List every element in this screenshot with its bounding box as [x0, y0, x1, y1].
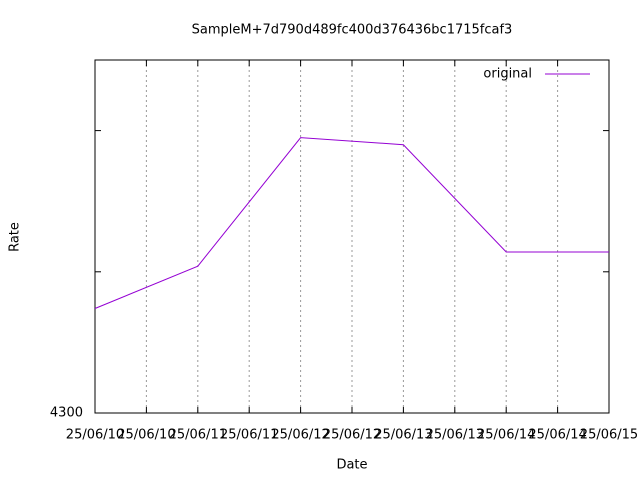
x-tick-label: 25/06/14 [528, 428, 586, 443]
x-tick-label: 25/06/14 [477, 428, 535, 443]
x-tick-label: 25/06/10 [117, 428, 175, 443]
x-tick-label: 25/06/11 [220, 428, 278, 443]
data-line [94, 137, 609, 309]
x-tick-label: 25/06/11 [169, 428, 227, 443]
y-axis-label: Rate [8, 222, 23, 252]
legend-label: original [483, 67, 532, 82]
x-tick-label: 25/06/10 [66, 428, 124, 443]
x-tick-label: 25/06/13 [426, 428, 484, 443]
x-tick-label: 25/06/15 [580, 428, 638, 443]
x-tick-label: 25/06/12 [271, 428, 329, 443]
y-tick-label: 4300 [50, 406, 83, 421]
chart-title: SampleM+7d790d489fc400d376436bc1715fcaf3 [192, 23, 513, 38]
plot-frame [94, 59, 610, 414]
x-axis-label: Date [336, 458, 367, 473]
x-tick-label: 25/06/13 [374, 428, 432, 443]
x-tick-label: 25/06/12 [323, 428, 381, 443]
